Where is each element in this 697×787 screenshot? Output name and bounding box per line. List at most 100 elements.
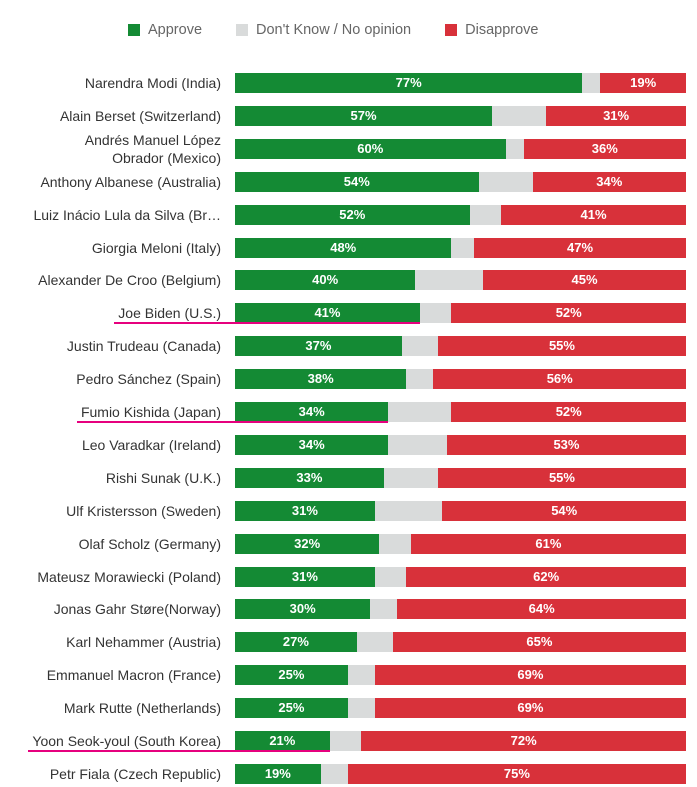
bar-segment-dont-know: [329, 731, 362, 751]
bar-segment-disapprove: [474, 237, 686, 258]
value-label-approve: 34%: [298, 436, 325, 452]
value-label-disapprove: 56%: [546, 371, 573, 387]
bar-segment-approve: [235, 204, 470, 225]
bar-segment-dont-know: [379, 533, 411, 554]
bar-segment-disapprove: [374, 698, 686, 719]
value-label-approve: 32%: [294, 535, 321, 551]
bar-segment-disapprove: [433, 369, 686, 390]
category-label: Joe Biden (U.S.): [118, 305, 221, 322]
value-label-disapprove: 52%: [555, 305, 582, 321]
value-label-approve: 60%: [357, 140, 384, 156]
bar-segment-disapprove: [406, 566, 686, 587]
bar-segment-approve: [235, 763, 321, 784]
category-label: Ulf Kristersson (Sweden): [66, 502, 221, 519]
bar-segment-approve: [235, 434, 389, 455]
value-label-approve: 57%: [350, 107, 377, 123]
legend: Approve Don't Know / No opinion Disappro…: [128, 22, 572, 38]
bar-segment-dont-know: [505, 138, 524, 159]
value-label-approve: 25%: [278, 700, 305, 716]
value-label-disapprove: 52%: [555, 404, 582, 419]
category-label: Luiz Inácio Lula da Silva (Br…: [33, 206, 221, 223]
highlight-underline: [76, 421, 389, 423]
value-label-disapprove: 36%: [591, 140, 618, 156]
bar-segment-disapprove: [523, 138, 686, 159]
bar-segment-approve: [235, 171, 479, 192]
category-label: Narendra Modi (India): [84, 75, 221, 91]
bar-segment-disapprove: [397, 599, 686, 620]
value-label-disapprove: 62%: [533, 568, 560, 584]
bar-segment-disapprove: [442, 500, 686, 521]
category-label: Leo Varadkar (Ireland): [81, 436, 221, 453]
legend-swatch-dont-know: [236, 24, 249, 36]
bar-segment-approve: [235, 105, 493, 126]
value-label-approve: 25%: [278, 667, 305, 683]
bar-segment-approve: [235, 566, 375, 587]
bar-segment-approve: [235, 599, 371, 620]
category-label: Anthony Albanese (Australia): [40, 173, 221, 190]
value-label-disapprove: 45%: [571, 272, 598, 288]
category-label: Petr Fiala (Czech Republic): [49, 765, 221, 782]
bar-segment-dont-know: [347, 665, 375, 686]
category-label: Rishi Sunak (U.K.): [105, 469, 221, 486]
value-label-approve: 54%: [343, 173, 370, 189]
bar-segment-disapprove: [546, 105, 686, 126]
category-label: Olaf Scholz (Germany): [78, 535, 221, 552]
value-label-disapprove: 41%: [580, 206, 607, 222]
value-label-approve: 31%: [291, 502, 318, 518]
bar-segment-dont-know: [478, 171, 533, 192]
bar-segment-disapprove: [437, 467, 686, 488]
bar-segment-disapprove: [451, 303, 686, 324]
value-label-disapprove: 55%: [548, 469, 575, 485]
bar-segment-dont-know: [374, 566, 407, 587]
bar-segment-dont-know: [388, 402, 452, 422]
bar-segment-dont-know: [370, 599, 398, 620]
value-label-approve: 77%: [395, 75, 422, 90]
bar-segment-approve: [235, 138, 506, 159]
value-label-disapprove: 19%: [630, 75, 657, 90]
value-label-approve: 37%: [305, 338, 332, 354]
value-label-disapprove: 72%: [510, 733, 537, 748]
value-label-approve: 34%: [298, 404, 325, 419]
bar-segment-dont-know: [383, 467, 438, 488]
value-label-approve: 41%: [314, 305, 341, 321]
bar-segment-approve: [235, 632, 357, 653]
highlight-underline: [28, 750, 330, 752]
bar-segment-disapprove: [437, 336, 686, 357]
category-label: Alain Berset (Switzerland): [59, 107, 221, 124]
bar-segment-approve: [235, 731, 330, 751]
bar-segment-approve: [235, 467, 384, 488]
value-label-disapprove: 69%: [517, 700, 544, 716]
category-label: Karl Nehammer (Austria): [66, 634, 221, 651]
value-label-approve: 21%: [269, 733, 296, 748]
bar-segment-disapprove: [600, 73, 686, 93]
legend-label-approve: Approve: [148, 22, 203, 38]
bar-segment-disapprove: [446, 434, 686, 455]
category-label: Yoon Seok-youl (South Korea): [32, 733, 221, 749]
value-label-disapprove: 75%: [503, 765, 530, 781]
bar-segment-disapprove: [374, 665, 686, 686]
value-label-approve: 38%: [307, 371, 334, 387]
bar-segment-approve: [235, 533, 380, 554]
bar-segment-dont-know: [492, 105, 547, 126]
bar-segment-dont-know: [451, 237, 475, 258]
highlight-underline: [114, 322, 420, 325]
bar-segment-approve: [235, 73, 583, 93]
bar-segment-dont-know: [374, 500, 443, 521]
legend-item-dont-know: Don't Know / No opinion: [236, 22, 411, 38]
bar-segment-dont-know: [415, 270, 484, 291]
legend-swatch-approve: [128, 24, 140, 36]
bar-segment-dont-know: [356, 632, 393, 653]
bar-segment-approve: [235, 402, 389, 422]
value-label-approve: 19%: [264, 765, 291, 781]
bar-segment-approve: [235, 270, 416, 291]
bar-segment-disapprove: [501, 204, 686, 225]
legend-swatch-disapprove: [445, 24, 458, 36]
value-label-disapprove: 55%: [548, 338, 575, 354]
bar-segment-disapprove: [532, 171, 686, 192]
value-label-approve: 40%: [312, 272, 339, 288]
bar-segment-disapprove: [361, 731, 686, 751]
value-label-approve: 31%: [291, 568, 318, 584]
bar-segment-dont-know: [320, 763, 348, 784]
value-label-disapprove: 64%: [528, 601, 555, 617]
